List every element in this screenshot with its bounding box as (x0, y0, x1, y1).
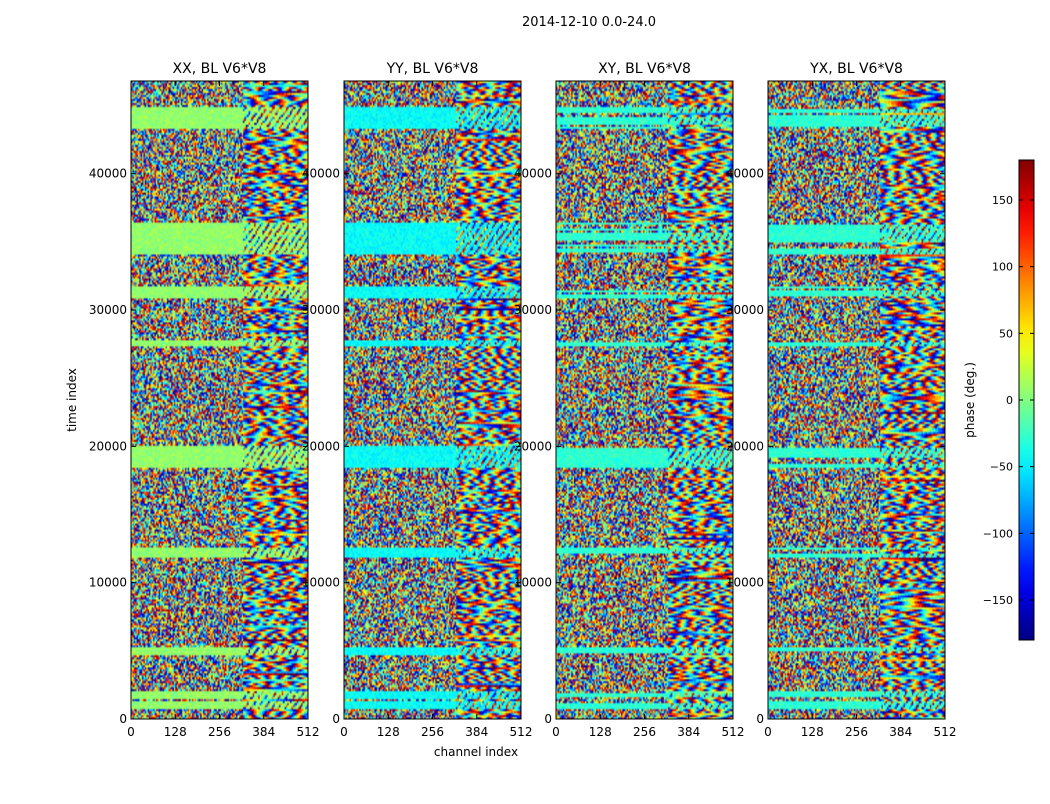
colorbar-label: phase (deg.) (963, 362, 977, 438)
x-tick-label: 0 (340, 725, 348, 739)
x-tick-label: 128 (164, 725, 187, 739)
x-tick-label: 384 (677, 725, 700, 739)
x-tick-label: 0 (127, 725, 135, 739)
x-tick-label: 128 (801, 725, 824, 739)
panel-title: XY, BL V6*V8 (598, 61, 691, 77)
x-tick-label: 256 (845, 725, 868, 739)
heatmap-image (131, 81, 308, 719)
panel-3: XY, BL V6*V8 0 128 256 384 512 0 10000 20000 3000… (514, 61, 745, 739)
y-tick-label: 10000 (726, 576, 764, 590)
colorbar-tick-label: −150 (983, 594, 1013, 607)
y-tick-label: 40000 (726, 167, 764, 181)
x-tick-label: 384 (252, 725, 275, 739)
y-tick-label: 0 (332, 712, 340, 726)
x-tick-label: 128 (589, 725, 612, 739)
y-tick-label: 20000 (302, 439, 340, 453)
heatmap-image (556, 81, 733, 719)
heatmap-image (768, 81, 945, 719)
x-tick-label: 256 (421, 725, 444, 739)
y-tick-label: 30000 (726, 303, 764, 317)
y-tick-label: 30000 (302, 303, 340, 317)
panel-title: XX, BL V6*V8 (173, 61, 267, 77)
panel-2: YY, BL V6*V8 0 128 256 384 512 0 10000 20000 3000… (302, 61, 533, 739)
colorbar-tick-label: 50 (999, 327, 1013, 340)
y-tick-label: 10000 (89, 576, 127, 590)
x-tick-label: 512 (934, 725, 957, 739)
x-tick-label: 512 (722, 725, 745, 739)
y-tick-label: 20000 (89, 439, 127, 453)
y-tick-label: 0 (756, 712, 764, 726)
x-tick-label: 384 (889, 725, 912, 739)
heatmap-image (344, 81, 521, 719)
x-tick-label: 0 (764, 725, 772, 739)
colorbar-tick-label: −50 (990, 461, 1013, 474)
y-tick-label: 40000 (514, 167, 552, 181)
x-tick-label: 512 (510, 725, 533, 739)
panel-4: YX, BL V6*V8 0 128 256 384 512 0 10000 20000 3000… (726, 61, 957, 739)
x-tick-label: 256 (208, 725, 231, 739)
x-tick-label: 256 (633, 725, 656, 739)
colorbar-tick-label: 0 (1006, 394, 1013, 407)
panel-1: XX, BL V6*V8 0 128 256 384 512 0 10000 20000 3000… (89, 61, 320, 739)
x-tick-label: 0 (552, 725, 560, 739)
panels-group: XX, BL V6*V8 0 128 256 384 512 0 10000 20000 3000… (89, 61, 957, 739)
y-tick-label: 30000 (514, 303, 552, 317)
y-tick-label: 10000 (302, 576, 340, 590)
y-tick-label: 40000 (302, 167, 340, 181)
colorbar-tick-label: 100 (992, 261, 1013, 274)
y-tick-label: 40000 (89, 167, 127, 181)
x-tick-label: 512 (297, 725, 320, 739)
colorbar-tick-label: −100 (983, 527, 1013, 540)
y-axis-label: time index (65, 368, 79, 432)
y-tick-label: 20000 (514, 439, 552, 453)
figure-suptitle: 2014-12-10 0.0-24.0 (522, 15, 656, 30)
panel-title: YY, BL V6*V8 (386, 61, 479, 77)
x-tick-label: 128 (377, 725, 400, 739)
y-tick-label: 10000 (514, 576, 552, 590)
y-tick-label: 30000 (89, 303, 127, 317)
colorbar: −150 −100 −50 0 50 100 150 phase (deg.) (963, 159, 1035, 641)
y-tick-label: 0 (544, 712, 552, 726)
y-tick-label: 20000 (726, 439, 764, 453)
panel-title: YX, BL V6*V8 (809, 61, 903, 77)
x-axis-label: channel index (434, 745, 518, 759)
x-tick-label: 384 (465, 725, 488, 739)
y-tick-label: 0 (119, 712, 127, 726)
colorbar-tick-label: 150 (992, 194, 1013, 207)
